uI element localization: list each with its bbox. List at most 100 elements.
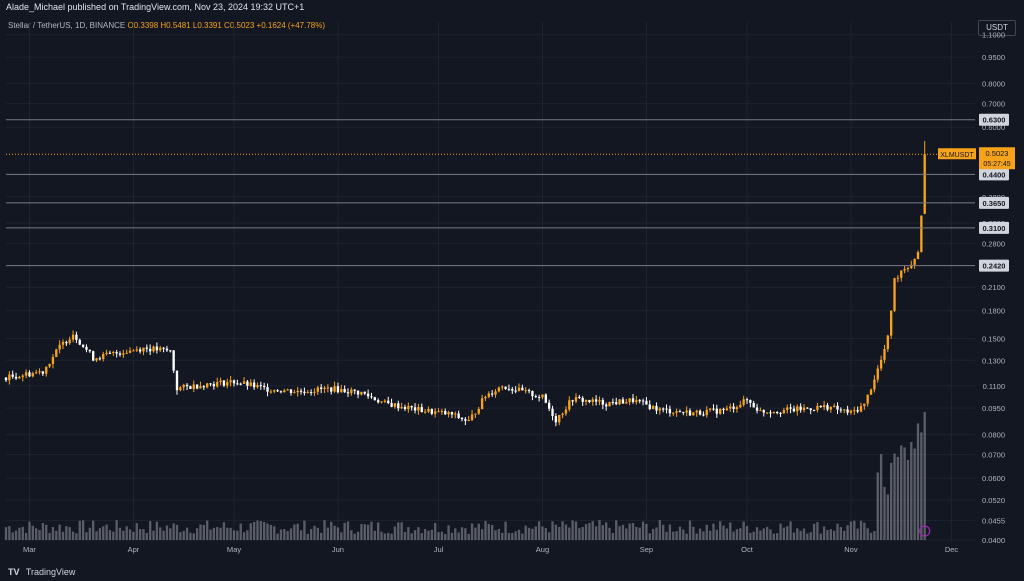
volume-bar bbox=[541, 526, 544, 540]
x-tick-label: Aug bbox=[536, 545, 549, 554]
candle-body bbox=[537, 397, 541, 399]
volume-bar bbox=[910, 441, 913, 540]
candle-body bbox=[648, 404, 651, 410]
volume-bar bbox=[283, 528, 286, 540]
volume-bar bbox=[635, 526, 638, 540]
volume-bar bbox=[172, 523, 175, 540]
currency-selector[interactable]: USDT bbox=[978, 20, 1016, 36]
y-tick-label: 0.0700 bbox=[982, 451, 1005, 460]
candle-body bbox=[437, 411, 440, 413]
volume-bar bbox=[407, 527, 410, 540]
volume-bar bbox=[420, 533, 423, 540]
volume-bar bbox=[491, 525, 494, 540]
volume-bar bbox=[809, 532, 812, 540]
candle-body bbox=[685, 410, 688, 413]
volume-bar bbox=[765, 526, 769, 540]
candle-body bbox=[132, 350, 135, 352]
candle-body bbox=[849, 410, 853, 413]
candle-body bbox=[578, 396, 581, 398]
candle-body bbox=[779, 412, 782, 414]
candle-body bbox=[829, 406, 832, 410]
volume-bar bbox=[578, 528, 581, 540]
volume-bar bbox=[360, 524, 363, 540]
volume-bar bbox=[286, 530, 289, 540]
volume-bar bbox=[554, 524, 558, 540]
volume-bar bbox=[698, 528, 702, 540]
volume-bar bbox=[28, 521, 31, 540]
volume-bar bbox=[169, 528, 172, 540]
candle-body bbox=[782, 410, 786, 414]
volume-bar bbox=[85, 532, 88, 540]
candle-body bbox=[373, 397, 376, 401]
volume-bar bbox=[450, 532, 454, 540]
candle-body bbox=[796, 406, 799, 412]
volume-bar bbox=[658, 520, 661, 540]
volume-bar bbox=[833, 530, 836, 540]
volume-bar bbox=[866, 528, 869, 540]
volume-bar bbox=[434, 522, 437, 540]
candle-body bbox=[269, 391, 273, 393]
volume-bar bbox=[199, 524, 202, 540]
volume-bar bbox=[618, 526, 621, 540]
candle-body bbox=[353, 389, 356, 391]
candle-body bbox=[722, 408, 725, 410]
candle-body bbox=[447, 412, 450, 415]
volume-bar bbox=[802, 528, 806, 540]
volume-bar bbox=[752, 531, 755, 540]
candle-body bbox=[655, 405, 658, 411]
candle-body bbox=[765, 412, 769, 414]
candle-body bbox=[819, 405, 822, 408]
volume-bar bbox=[145, 532, 148, 540]
volume-bar bbox=[890, 462, 893, 540]
price-chart[interactable]: 1.10000.95000.80000.70000.60000.38000.32… bbox=[0, 0, 1024, 563]
volume-bar bbox=[906, 459, 910, 540]
candle-body bbox=[920, 215, 923, 253]
candle-body bbox=[501, 386, 504, 388]
candle-body bbox=[420, 406, 423, 413]
candle-body bbox=[410, 406, 413, 408]
volume-bar bbox=[477, 523, 480, 540]
candle-body bbox=[480, 398, 484, 410]
volume-bar bbox=[4, 527, 8, 540]
candle-body bbox=[138, 349, 142, 352]
candle-body bbox=[125, 352, 128, 354]
candle-body bbox=[584, 399, 588, 402]
candle-body bbox=[605, 404, 608, 407]
candle-body bbox=[249, 382, 252, 386]
volume-bar bbox=[21, 526, 24, 540]
candle-body bbox=[78, 339, 81, 345]
volume-bar bbox=[323, 520, 326, 540]
last-price-box bbox=[979, 147, 1015, 170]
candle-body bbox=[142, 347, 145, 352]
ohlc-open: O0.3398 bbox=[127, 21, 159, 30]
volume-bar bbox=[353, 533, 356, 540]
volume-bar bbox=[665, 531, 668, 540]
candle-body bbox=[303, 391, 306, 394]
candle-body bbox=[299, 390, 303, 392]
candle-body bbox=[762, 410, 765, 413]
volume-bar bbox=[219, 527, 222, 540]
candle-body bbox=[444, 411, 447, 415]
candle-body bbox=[802, 407, 806, 411]
y-tick-label: 0.9500 bbox=[982, 53, 1005, 62]
volume-bar bbox=[695, 533, 698, 540]
volume-bar bbox=[900, 445, 903, 540]
candle-body bbox=[504, 386, 507, 389]
candle-body bbox=[383, 400, 387, 402]
volume-bar bbox=[24, 532, 28, 540]
x-tick-label: Mar bbox=[23, 545, 36, 554]
candle-body bbox=[822, 405, 826, 408]
volume-bar bbox=[263, 521, 266, 540]
candle-body bbox=[725, 408, 729, 410]
candle-body bbox=[45, 366, 48, 374]
candle-body bbox=[336, 386, 340, 393]
candle-body bbox=[588, 399, 591, 403]
volume-bar bbox=[98, 528, 102, 540]
volume-bar bbox=[313, 525, 316, 540]
volume-bar bbox=[769, 529, 772, 540]
y-tick-label: 1.1000 bbox=[982, 31, 1005, 40]
volume-bar bbox=[799, 530, 802, 540]
volume-bar bbox=[457, 532, 460, 540]
candle-body bbox=[179, 387, 182, 391]
volume-bar bbox=[108, 530, 112, 540]
